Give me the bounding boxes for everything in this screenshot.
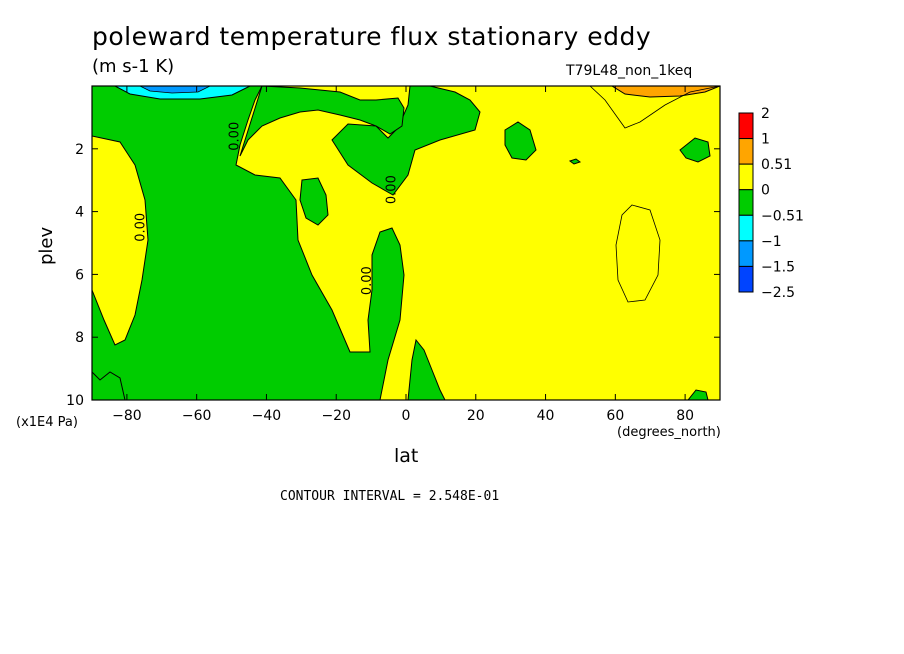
- y-tick-label: 10: [66, 393, 84, 409]
- negative-blob-south-mid: [299, 177, 329, 226]
- x-tick-label: −20: [321, 408, 351, 424]
- colorbar-swatch: [738, 112, 754, 140]
- colorbar-label: 2: [761, 106, 770, 122]
- contour-interval: CONTOUR INTERVAL = 2.548E-01: [280, 489, 500, 504]
- run-name: T79L48_non_1keq: [566, 63, 693, 79]
- x-axis-label: lat: [394, 445, 419, 467]
- negative-regions: [92, 86, 720, 400]
- colorbar: 2 1 0.51 0 −0.51 −1 −1.5 −2.5: [738, 106, 804, 301]
- contour-labels: 0.00 0.00 0.00 0.00: [133, 122, 399, 295]
- colorbar-label: 0: [761, 183, 770, 199]
- x-tick-label: −40: [252, 408, 282, 424]
- colorbar-label: −2.5: [761, 285, 795, 301]
- colorbar-label: 0.51: [761, 157, 792, 173]
- y-tick-label: 4: [75, 205, 84, 221]
- x-tick-label: 40: [537, 408, 555, 424]
- chart-units: (m s-1 K): [92, 56, 175, 77]
- x-axis: −80 −60 −40 −20 0 20 40 60 80: [112, 86, 694, 424]
- negative-region-west: [92, 86, 405, 400]
- contour-label: 0.00: [228, 122, 243, 151]
- strong-positive-patch: [611, 86, 720, 98]
- contour-label: 0.00: [133, 213, 148, 242]
- colorbar-label: −1: [761, 234, 782, 250]
- colorbar-swatch: [738, 163, 754, 191]
- x-tick-label: 0: [402, 408, 411, 424]
- y-tick-label: 2: [75, 142, 84, 158]
- colorbar-swatch: [738, 189, 754, 216]
- negative-blob-north-mid: [504, 121, 537, 161]
- negative-region-top-band: [239, 86, 405, 157]
- negative-blob-small: [568, 158, 582, 165]
- y-axis-units: (x1E4 Pa): [16, 415, 78, 430]
- contour-loop-north: [615, 204, 661, 303]
- x-axis-units: (degrees_north): [617, 425, 721, 440]
- y-axis: 2 4 6 8 10: [66, 142, 720, 409]
- positive-region-southwest: [92, 135, 149, 346]
- colorbar-swatch: [738, 240, 754, 267]
- colorbar-swatch: [738, 138, 754, 165]
- chart-title: poleward temperature flux stationary edd…: [92, 22, 652, 51]
- negative-blob-north-east: [679, 137, 711, 163]
- colorbar-swatch: [738, 214, 754, 242]
- negative-region-equator-bottom: [407, 338, 446, 400]
- y-tick-label: 6: [75, 267, 84, 283]
- contour-line-north: [589, 86, 720, 129]
- x-tick-label: −60: [182, 408, 212, 424]
- colorbar-label: −1.5: [761, 259, 795, 275]
- contour-label: 0.00: [360, 266, 375, 295]
- colorbar-swatch: [738, 265, 754, 293]
- strongest-negative-patch: [139, 86, 211, 94]
- colorbar-label: −0.51: [761, 208, 804, 224]
- x-tick-label: 60: [606, 408, 624, 424]
- negative-blob-bottom-east: [687, 389, 709, 400]
- y-tick-label: 8: [75, 330, 84, 346]
- contour-label: 0.00: [385, 175, 400, 204]
- colorbar-label: 1: [761, 132, 770, 148]
- x-tick-label: 80: [676, 408, 694, 424]
- x-tick-label: −80: [112, 408, 142, 424]
- x-tick-label: 20: [467, 408, 485, 424]
